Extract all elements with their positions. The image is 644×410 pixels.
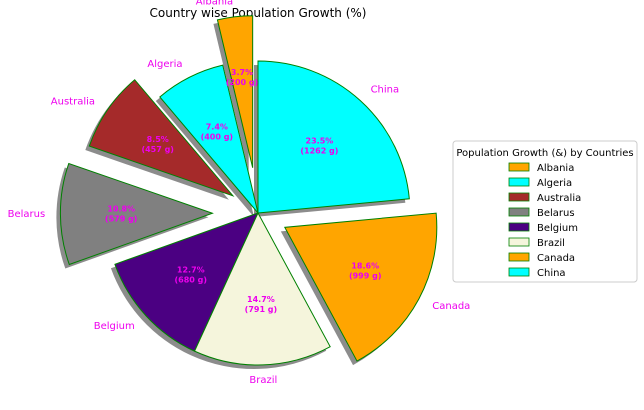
category-label-belarus: Belarus [8,209,46,220]
value-label-china: (1262 g) [300,147,338,156]
value-label-belarus: (579 g) [105,215,138,224]
value-label-algeria: (400 g) [201,133,234,142]
value-label-australia: (457 g) [141,145,174,154]
legend-label-algeria: Algeria [537,178,572,189]
category-label-algeria: Algeria [147,59,182,70]
category-label-australia: Australia [51,96,95,107]
legend-swatch-canada [508,252,530,262]
value-label-albania: (200 g) [226,78,259,87]
slice-albania [216,15,254,168]
category-label-canada: Canada [432,301,470,312]
legend-swatch-albania [508,162,530,172]
slice-brazil [193,211,331,366]
legend-title: Population Growth (&) by Countries [456,148,633,159]
percent-label-australia: 8.5% [147,135,169,144]
legend-swatch-australia [508,192,530,202]
pie-slices [59,15,438,366]
slice-labels: Albania 3.7%(200 g) Algeria 7.4%(400 g) Aust… [8,0,471,386]
category-label-belgium: Belgium [94,321,135,332]
legend-label-albania: Albania [537,163,574,174]
category-label-china: China [371,84,400,95]
legend-frame [452,140,638,283]
value-label-brazil: (791 g) [245,305,278,314]
legend-label-australia: Australia [537,193,581,204]
slice-belgium [114,212,259,352]
percent-label-canada: 18.6% [351,261,379,270]
percent-label-albania: 3.7% [231,68,253,77]
value-label-belgium: (680 g) [175,276,208,285]
value-label-canada: (999 g) [349,271,382,280]
percent-label-brazil: 14.7% [247,295,275,304]
legend-label-belgium: Belgium [537,223,578,234]
slice-belarus [59,162,214,266]
legend-swatch-belgium [508,222,530,232]
slice-algeria [159,64,259,214]
category-label-albania: Albania [196,0,233,8]
slice-canada [284,212,438,362]
legend-label-canada: Canada [537,253,575,264]
percent-label-belarus: 10.8% [107,205,135,214]
legend-label-belarus: Belarus [537,208,575,219]
chart-title: Country wise Population Growth (%) [150,6,367,20]
legend-swatch-belarus [508,207,530,217]
legend: Population Growth (&) by Countries Alban… [452,140,638,283]
percent-label-china: 23.5% [306,137,334,146]
percent-label-algeria: 7.4% [206,123,228,132]
slice-australia [88,79,235,197]
legend-label-brazil: Brazil [537,238,565,249]
slice-china [257,60,410,214]
legend-swatch-brazil [508,237,530,247]
legend-swatch-algeria [508,177,530,187]
legend-label-china: China [537,268,566,279]
category-label-brazil: Brazil [249,375,277,386]
legend-items: Albania Algeria Australia Belarus Belgium Bra… [508,162,581,279]
legend-swatch-china [508,267,530,277]
percent-label-belgium: 12.7% [177,266,205,275]
